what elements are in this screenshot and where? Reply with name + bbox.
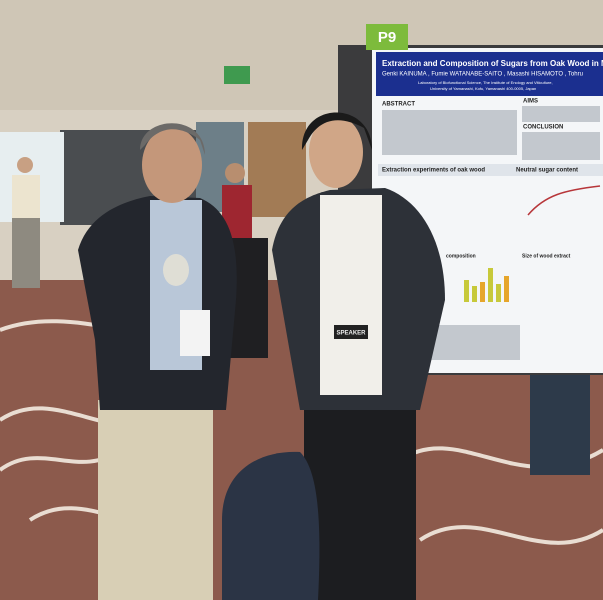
face xyxy=(142,127,202,203)
wine-glass xyxy=(163,254,189,286)
door xyxy=(248,122,306,217)
background-person xyxy=(12,157,40,288)
text-block xyxy=(382,110,517,155)
backpack xyxy=(222,451,320,600)
exit-sign xyxy=(224,66,250,84)
text-block xyxy=(522,132,600,160)
poster-bar xyxy=(496,284,501,302)
poster-bar xyxy=(504,276,509,302)
text-block xyxy=(522,106,600,122)
poster-section: AIMS xyxy=(523,99,538,105)
person-right: SPEAKER xyxy=(272,112,445,600)
poster-section: ABSTRACT xyxy=(382,102,415,108)
poster-section: Neutral sugar content xyxy=(516,168,578,174)
poster-section: CONCLUSION xyxy=(523,125,563,131)
poster-section: Extraction experiments of oak wood xyxy=(382,168,485,174)
poster-curve xyxy=(527,185,601,216)
poster-bar xyxy=(464,280,469,302)
hair xyxy=(140,123,205,155)
hair xyxy=(301,112,372,150)
poster-section: Size of wood extract xyxy=(522,253,571,259)
trousers xyxy=(98,400,213,600)
poster-text-lines xyxy=(382,106,600,360)
poster-header xyxy=(376,52,603,96)
head xyxy=(225,163,245,183)
board-sign xyxy=(366,24,408,50)
name-badge xyxy=(180,310,210,356)
person-left xyxy=(78,123,237,600)
poster-affiliation: Laboratory of Biofunctional Science, The… xyxy=(418,80,553,85)
t-shirt xyxy=(320,195,382,395)
poster-bar xyxy=(488,268,493,302)
shirt xyxy=(12,175,40,220)
badge-label: SPEAKER xyxy=(336,331,366,337)
poster-title: Extraction and Composition of Sugars fro… xyxy=(382,59,603,68)
board-number: P9 xyxy=(378,29,396,46)
poster-bars xyxy=(464,268,509,302)
face xyxy=(309,116,363,188)
name-badge xyxy=(334,325,368,339)
trousers xyxy=(12,218,40,288)
trousers xyxy=(304,385,416,600)
background-legs xyxy=(530,375,590,475)
head xyxy=(17,157,33,173)
poster-band xyxy=(378,164,603,176)
poster-affiliation: University of Yamanashi, Kofu, Yamanashi… xyxy=(430,86,536,91)
poster-authors: Genki KAINUMA , Fumie WATANABE-SAITO , M… xyxy=(382,72,583,78)
poster-bar xyxy=(472,286,477,302)
poster-section: composition xyxy=(446,253,476,259)
poster-bar xyxy=(480,282,485,302)
